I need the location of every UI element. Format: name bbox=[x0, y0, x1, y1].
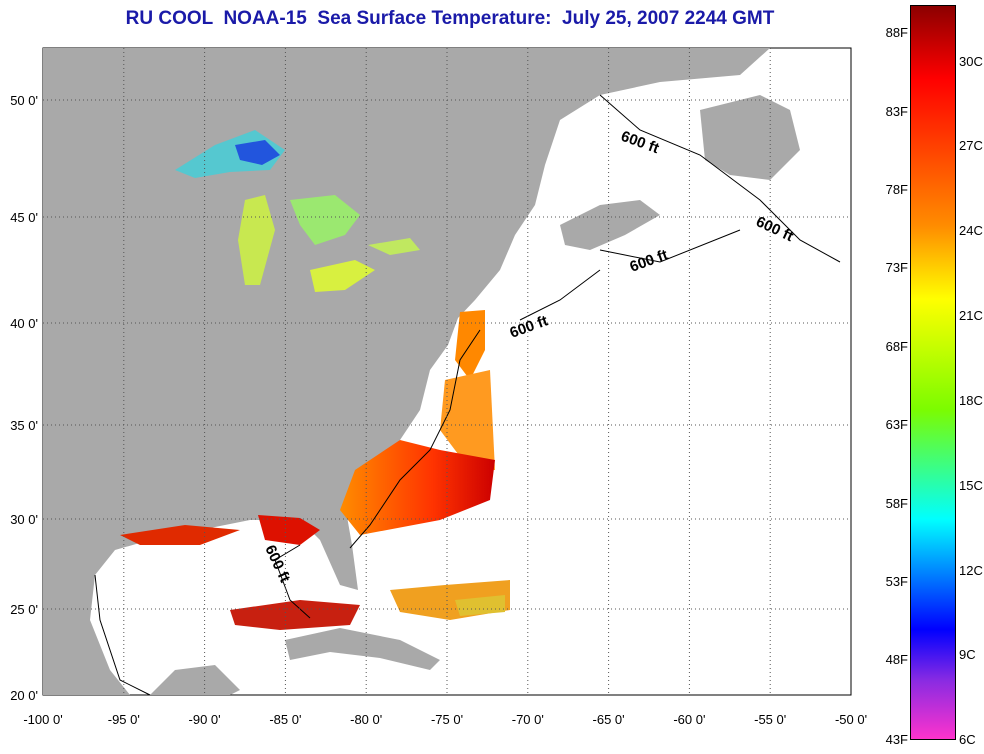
nova-scotia-land bbox=[560, 200, 660, 250]
latitude-tick-label: 45 0' bbox=[10, 210, 38, 225]
fahrenheit-label: 43F bbox=[885, 732, 908, 747]
north-america-land bbox=[43, 48, 770, 695]
latitude-tick-label: 30 0' bbox=[10, 512, 38, 527]
fahrenheit-label: 68F bbox=[885, 339, 908, 354]
sst-coverage bbox=[120, 310, 510, 630]
newfoundland-land bbox=[700, 95, 800, 180]
fahrenheit-label: 58F bbox=[885, 496, 908, 511]
celsius-label: 27C bbox=[959, 138, 983, 153]
fahrenheit-label: 63F bbox=[885, 417, 908, 432]
latitude-tick-label: 25 0' bbox=[10, 602, 38, 617]
color-scale-bar bbox=[910, 5, 956, 740]
fahrenheit-label: 78F bbox=[885, 182, 908, 197]
longitude-tick-label: -95 0' bbox=[108, 712, 140, 727]
celsius-label: 30C bbox=[959, 54, 983, 69]
longitude-tick-label: -90 0' bbox=[189, 712, 221, 727]
latitude-tick-label: 35 0' bbox=[10, 418, 38, 433]
latitude-tick-label: 50 0' bbox=[10, 93, 38, 108]
longitude-tick-labels: -100 0' -95 0' -90 0' -85 0' -80 0' -75 0' -70… bbox=[23, 712, 867, 727]
latitude-tick-label: 20 0' bbox=[10, 688, 38, 703]
cuba-land bbox=[285, 628, 440, 670]
fahrenheit-label: 83F bbox=[885, 104, 908, 119]
map-title: RU COOL NOAA-15 Sea Surface Temperature:… bbox=[125, 8, 775, 29]
longitude-tick-label: -75 0' bbox=[431, 712, 463, 727]
celsius-label: 21C bbox=[959, 308, 983, 323]
map-grid bbox=[43, 48, 851, 695]
latitude-tick-label: 40 0' bbox=[10, 316, 38, 331]
latitude-tick-labels: 50 0' 45 0' 40 0' 35 0' 30 0' 25 0' 20 0' bbox=[10, 93, 38, 703]
longitude-tick-label: -65 0' bbox=[593, 712, 625, 727]
longitude-tick-label: -100 0' bbox=[23, 712, 62, 727]
longitude-tick-label: -60 0' bbox=[673, 712, 705, 727]
longitude-tick-label: -55 0' bbox=[754, 712, 786, 727]
celsius-label: 9C bbox=[959, 647, 976, 662]
color-scale-gradient bbox=[910, 5, 956, 740]
fahrenheit-label: 73F bbox=[885, 260, 908, 275]
celsius-label: 18C bbox=[959, 393, 983, 408]
celsius-label: 24C bbox=[959, 223, 983, 238]
fahrenheit-label: 88F bbox=[885, 25, 908, 40]
celsius-label: 6C bbox=[959, 732, 976, 747]
longitude-tick-label: -70 0' bbox=[512, 712, 544, 727]
longitude-tick-label: -50 0' bbox=[835, 712, 867, 727]
celsius-label: 15C bbox=[959, 478, 983, 493]
yucatan-land bbox=[150, 665, 240, 695]
longitude-tick-label: -85 0' bbox=[269, 712, 301, 727]
longitude-tick-label: -80 0' bbox=[350, 712, 382, 727]
600ft-contour bbox=[94, 94, 841, 696]
fahrenheit-label: 53F bbox=[885, 574, 908, 589]
fahrenheit-label: 48F bbox=[885, 652, 908, 667]
celsius-label: 12C bbox=[959, 563, 983, 578]
